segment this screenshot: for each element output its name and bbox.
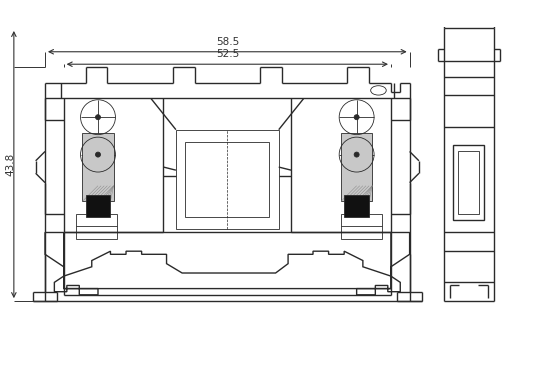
Bar xyxy=(76,214,117,239)
Bar xyxy=(185,142,269,217)
Bar xyxy=(453,145,485,220)
Circle shape xyxy=(354,115,359,120)
Circle shape xyxy=(95,152,100,157)
Text: 58.5: 58.5 xyxy=(216,37,239,47)
Bar xyxy=(82,133,113,201)
Circle shape xyxy=(354,152,359,157)
Circle shape xyxy=(95,115,100,120)
Bar xyxy=(341,214,382,239)
Bar xyxy=(344,195,369,217)
Bar xyxy=(341,133,372,201)
Bar xyxy=(458,151,480,214)
Text: 43.8: 43.8 xyxy=(6,153,16,176)
Bar xyxy=(86,195,111,217)
Bar xyxy=(176,129,278,229)
Text: 52.5: 52.5 xyxy=(216,49,239,59)
